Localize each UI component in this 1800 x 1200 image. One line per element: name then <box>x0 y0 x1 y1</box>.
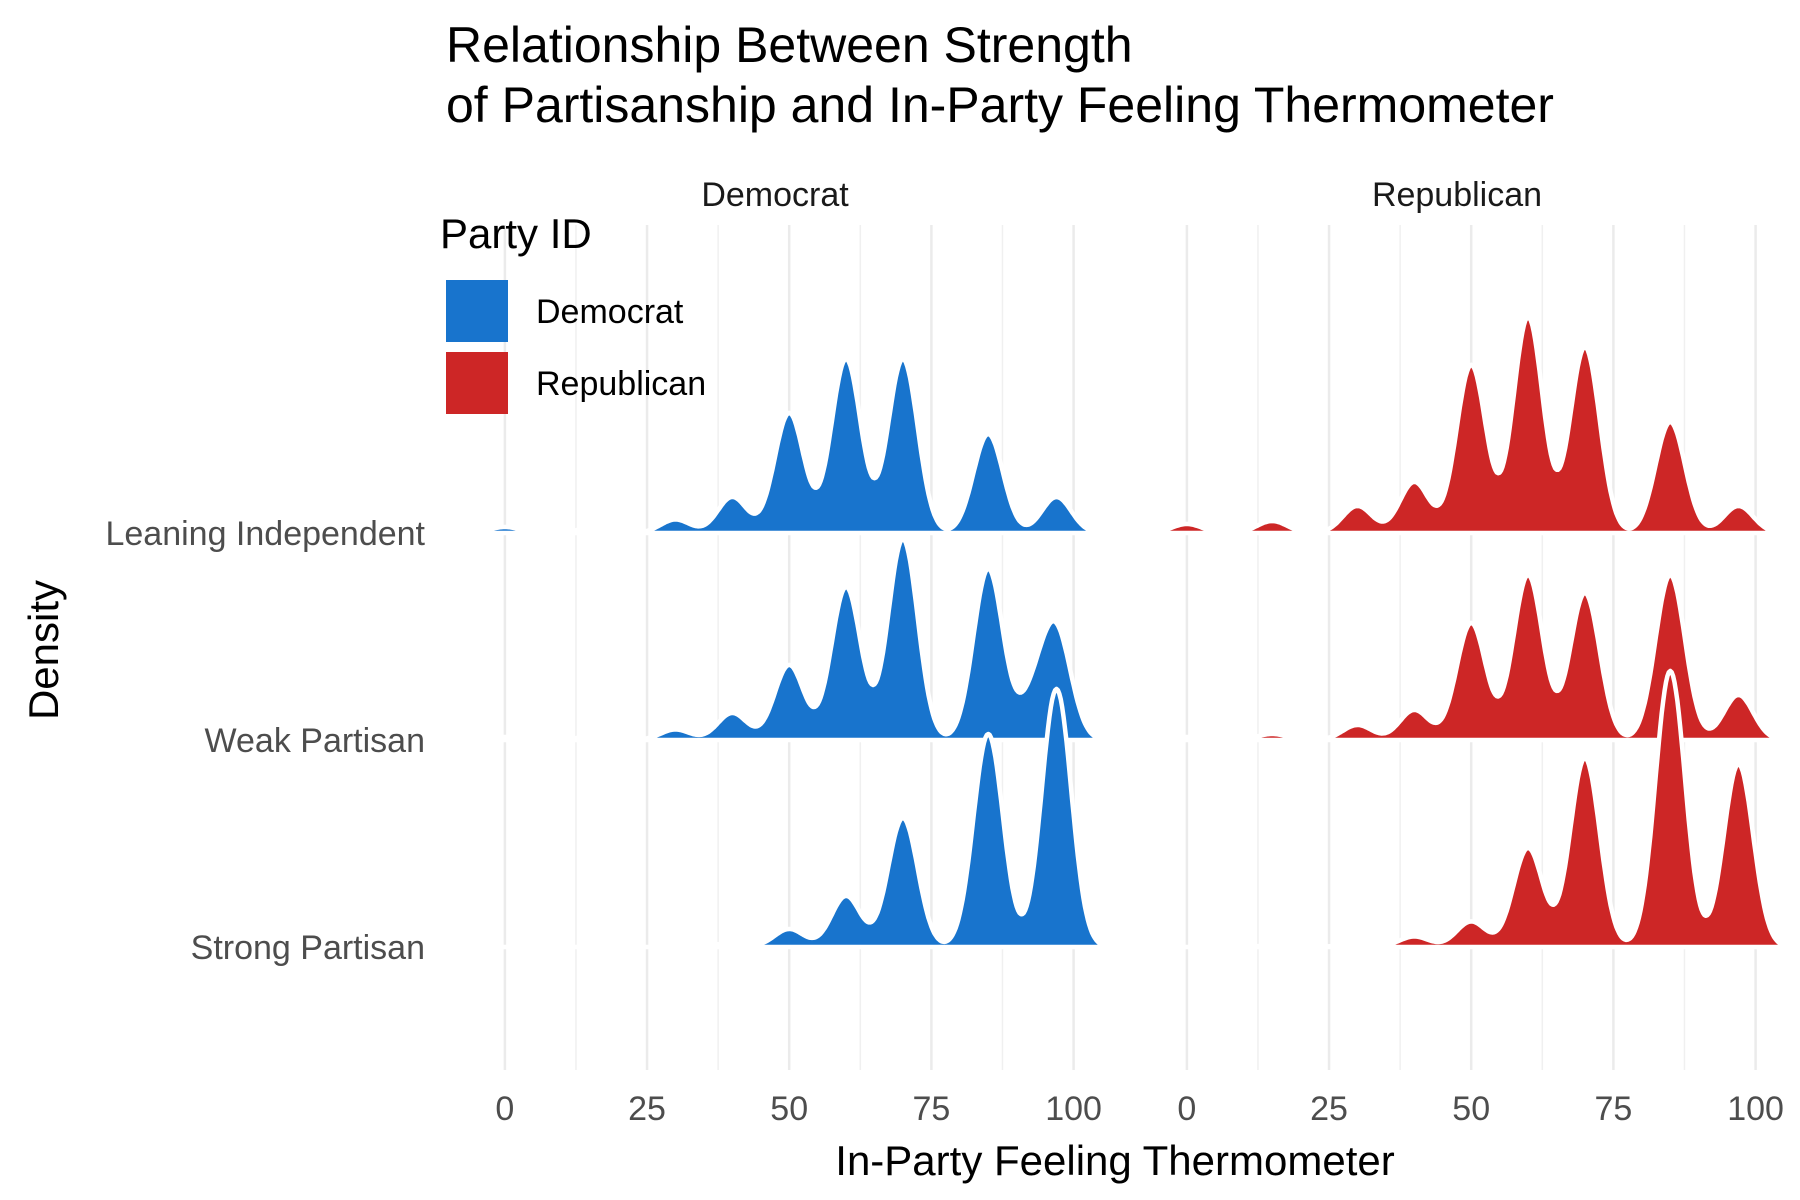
facet-strip-label: Democrat <box>701 176 849 214</box>
density-ridge <box>1127 668 1787 950</box>
density-ridge <box>445 686 1105 950</box>
x-tick-label: 0 <box>1177 1090 1196 1128</box>
density-ridge <box>1127 572 1787 743</box>
x-axis-title: In-Party Feeling Thermometer <box>835 1137 1394 1184</box>
chart-subtitle: of Partisanship and In-Party Feeling The… <box>446 77 1554 133</box>
x-tick-label: 75 <box>912 1090 950 1128</box>
legend-swatch <box>446 352 508 414</box>
x-tick-label: 25 <box>1310 1090 1348 1128</box>
legend-swatch <box>446 280 508 342</box>
facet-strip-label: Republican <box>1372 176 1542 214</box>
y-axis-title: Density <box>20 580 67 720</box>
legend: Party ID Democrat Republican <box>440 210 706 414</box>
density-ridge <box>445 356 1105 536</box>
legend-title: Party ID <box>440 210 592 257</box>
chart-title: Relationship Between Strength <box>446 17 1133 73</box>
x-tick-label: 50 <box>1452 1090 1490 1128</box>
x-tick-label: 50 <box>770 1090 808 1128</box>
y-tick-label: Weak Partisan <box>205 722 425 760</box>
facet-panel: Democrat 0 25 50 75 100 <box>445 176 1105 1128</box>
facet-panel: Republican 0 25 50 75 100 <box>1127 176 1787 1128</box>
density-ridge <box>445 536 1105 743</box>
x-tick-label: 100 <box>1727 1090 1784 1128</box>
x-tick-label: 75 <box>1594 1090 1632 1128</box>
legend-label: Democrat <box>536 293 684 331</box>
facet-panels: Democrat 0 25 50 75 100 Republican 0 25 50 75 100 <box>445 176 1787 1128</box>
y-tick-label: Leaning Independent <box>105 515 425 553</box>
x-tick-label: 25 <box>628 1090 666 1128</box>
y-axis-ticks: Leaning Independent Weak Partisan Strong P… <box>105 515 425 967</box>
legend-label: Republican <box>536 365 706 403</box>
x-tick-label: 0 <box>495 1090 514 1128</box>
density-ridge <box>1127 314 1787 536</box>
y-tick-label: Strong Partisan <box>191 929 425 967</box>
x-tick-label: 100 <box>1045 1090 1102 1128</box>
